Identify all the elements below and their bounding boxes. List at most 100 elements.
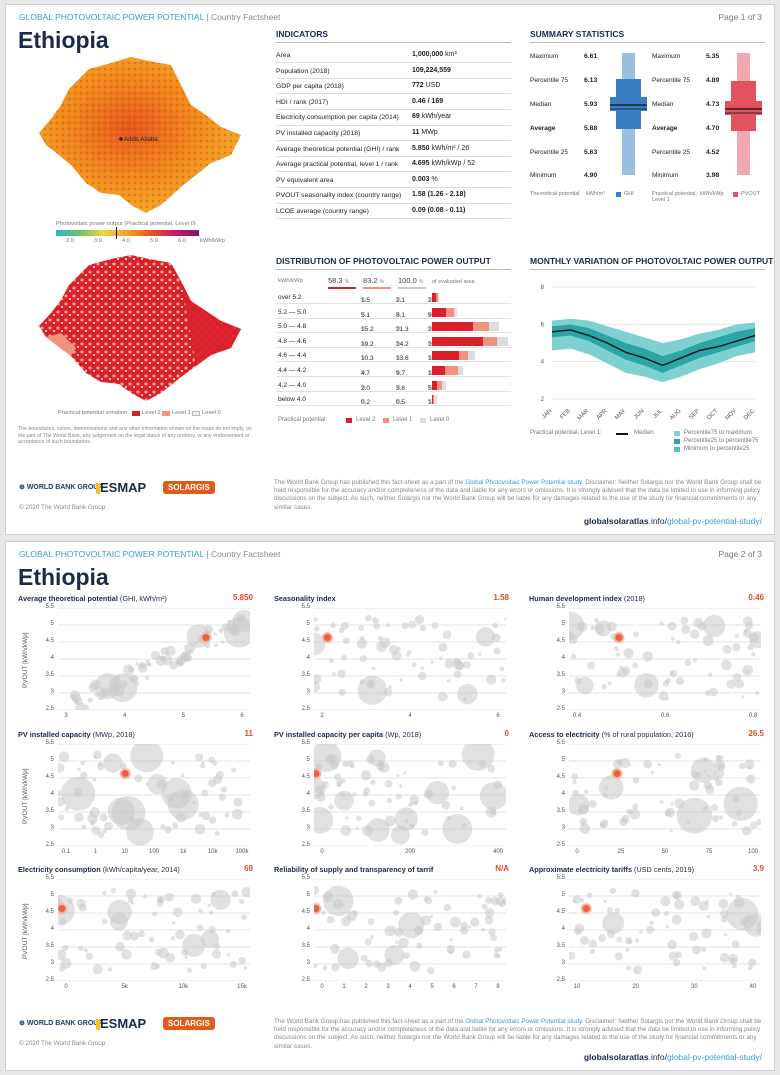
- country-bubble: [639, 929, 643, 934]
- dist-range: 4.6 — 4.4: [278, 352, 307, 360]
- country-bubble: [420, 666, 425, 671]
- summary-ghi-value: 5.93: [584, 101, 598, 108]
- country-bubble: [358, 625, 364, 631]
- country-bubble: [224, 812, 230, 818]
- country-bubble: [164, 826, 172, 834]
- country-bubble: [103, 753, 123, 773]
- country-bubble: [747, 965, 753, 971]
- y-tick-label: 3: [50, 960, 54, 966]
- dist-bar-level1: [459, 351, 469, 361]
- country-bubble: [239, 899, 245, 905]
- country-bubble: [463, 697, 468, 702]
- country-bubble: [423, 896, 430, 902]
- ethiopia-marker: [314, 903, 322, 915]
- solargis-logo: SOLARGIS: [163, 1017, 215, 1030]
- x-tick-label: 4: [122, 713, 127, 719]
- study-link[interactable]: Global Photovoltaic Power Potential stud…: [465, 479, 582, 486]
- y-tick-label: 4.5: [556, 638, 565, 644]
- page-number: Page 1 of 3: [718, 12, 762, 22]
- y-tick-label: 4: [50, 655, 54, 661]
- country-bubble: [212, 760, 218, 766]
- country-bubble: [339, 792, 346, 798]
- indicator-value: 0.003 %: [412, 175, 438, 183]
- y-tick-label: 4: [306, 926, 310, 932]
- y-tick-label: 3: [50, 825, 54, 831]
- y-tick-label: 3.5: [556, 672, 565, 678]
- y-tick-label: 5: [561, 757, 565, 763]
- ethiopia-marker: [321, 632, 333, 644]
- country-bubble: [356, 638, 368, 649]
- summary-label: Median: [652, 101, 674, 108]
- summary-title: SUMMARY STATISTICS: [530, 29, 625, 39]
- country-bubble: [332, 898, 344, 910]
- country-bubble: [421, 828, 429, 837]
- country-bubble: [588, 799, 597, 808]
- footer-url[interactable]: globalsolaratlas.info/global-pv-potentia…: [583, 1052, 762, 1062]
- country-bubble: [499, 666, 505, 672]
- country-bubble: [314, 626, 320, 632]
- country-bubble: [626, 808, 633, 815]
- copyright: © 2020 The World Bank Group: [19, 1040, 106, 1047]
- scatter-title: Average theoretical potential (GHI, kWh/…: [18, 594, 167, 603]
- summary-ghi-value: 5.63: [584, 149, 598, 156]
- study-link[interactable]: Global Photovoltaic Power Potential stud…: [465, 1018, 582, 1025]
- country-bubble: [429, 915, 433, 919]
- indicator-value: 5.850 kWh/m² / 26: [412, 144, 470, 152]
- country-bubble: [366, 679, 376, 689]
- x-tick-label: 8: [496, 984, 500, 990]
- median-line: [551, 329, 756, 367]
- country-bubble: [690, 629, 700, 639]
- country-bubble: [467, 652, 475, 660]
- country-bubble: [603, 899, 607, 903]
- country-bubble: [337, 947, 359, 970]
- country-bubble: [385, 815, 396, 827]
- capital-label: Addis Ababa: [124, 137, 158, 143]
- country-bubble: [735, 894, 740, 899]
- footer-url[interactable]: globalsolaratlas.info/global-pv-potentia…: [583, 516, 762, 526]
- country-bubble: [138, 662, 146, 669]
- world-bank-logo: ⊕ WORLD BANK GROUP: [19, 1020, 104, 1027]
- indicator-label: PV equivalent area: [276, 176, 334, 184]
- country-bubble: [175, 658, 184, 666]
- country-bubble: [334, 773, 342, 781]
- ethiopia-marker: [580, 903, 592, 915]
- country-bubble: [340, 778, 346, 784]
- country-bubble: [367, 918, 375, 925]
- country-bubble: [745, 670, 750, 674]
- country-bubble: [714, 759, 725, 770]
- summary-pvout-value: 4.89: [706, 77, 720, 84]
- country-bubble: [396, 646, 401, 652]
- copyright: © 2020 The World Bank Group: [19, 504, 106, 511]
- x-tick-label: 4: [408, 984, 412, 990]
- country-bubble: [342, 637, 350, 645]
- distribution-row: 4.6 — 4.4 10.3 % 13.6 % 16.0 %: [276, 349, 511, 363]
- x-tick-label: 0.1: [61, 849, 71, 855]
- indicator-label: Area: [276, 52, 291, 59]
- country-bubble: [659, 621, 664, 626]
- country-bubble: [702, 806, 708, 812]
- scatter-value: 26.5: [748, 729, 764, 738]
- x-tick-label: 50: [661, 849, 669, 855]
- colorbar-tick: 6.0: [178, 238, 187, 244]
- country-bubble: [373, 623, 381, 630]
- country-bubble: [571, 653, 577, 660]
- country-bubble: [450, 916, 461, 928]
- country-bubble: [712, 815, 720, 823]
- country-bubble: [419, 625, 426, 632]
- pvout-colorbar: [56, 230, 199, 236]
- dist-bar-level1: [444, 366, 458, 375]
- y-tick-label: 2.5: [301, 706, 310, 712]
- country-bubble: [461, 822, 467, 828]
- summary-label: Average: [652, 125, 678, 132]
- summary-label: Percentile 75: [652, 77, 690, 84]
- country-bubble: [594, 618, 599, 623]
- scatter-value: 0.46: [748, 593, 764, 602]
- y-tick-label: 4.5: [556, 909, 565, 915]
- country-bubble: [572, 789, 579, 797]
- country-bubble: [92, 778, 97, 782]
- country-bubble: [243, 966, 248, 970]
- y-tick-label: 2.5: [45, 706, 54, 712]
- country-bubble: [747, 644, 754, 651]
- month-label: AUG: [669, 408, 683, 422]
- country-bubble: [430, 660, 434, 665]
